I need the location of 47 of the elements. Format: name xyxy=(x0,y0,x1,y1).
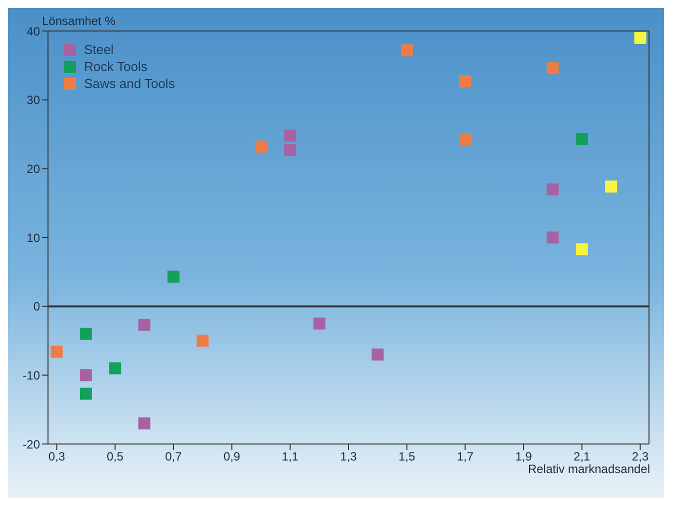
point xyxy=(372,348,384,361)
x-tick-label: 1,9 xyxy=(515,450,532,464)
y-axis-title: Lönsamhet % xyxy=(42,14,116,28)
x-tick-label: 1,5 xyxy=(398,450,416,464)
point xyxy=(459,133,472,146)
point xyxy=(576,133,588,146)
y-tick-label: 10 xyxy=(26,230,40,245)
x-axis-title: Relativ marknadsandel xyxy=(528,462,650,476)
point xyxy=(313,318,326,330)
point xyxy=(634,32,646,44)
point xyxy=(167,270,180,283)
legend-label: Rock Tools xyxy=(84,59,148,74)
y-tick-label: 30 xyxy=(26,93,40,108)
y-tick-label: 0 xyxy=(33,300,40,314)
x-tick-label: 2,3 xyxy=(632,450,649,464)
point xyxy=(459,75,472,88)
y-tick-label: 20 xyxy=(26,162,40,176)
x-tick-label: 2,1 xyxy=(574,450,591,464)
point xyxy=(576,243,588,256)
x-tick-label: 0,5 xyxy=(106,450,124,464)
point xyxy=(196,334,209,347)
point xyxy=(80,369,92,382)
point xyxy=(254,140,267,153)
x-tick-label: 0,7 xyxy=(165,450,182,464)
y-tick-label: 40 xyxy=(26,24,40,38)
point xyxy=(50,346,63,358)
point xyxy=(546,183,559,196)
x-tick-label: 1,1 xyxy=(282,450,299,464)
point xyxy=(284,144,296,156)
point xyxy=(138,417,150,430)
point xyxy=(284,130,296,142)
legend-label: Steel xyxy=(84,42,114,57)
x-tick-label: 1,7 xyxy=(456,450,474,464)
point xyxy=(138,318,150,331)
y-tick-label: -20 xyxy=(22,437,40,452)
legend-label: Saws and Tools xyxy=(84,76,175,91)
point xyxy=(80,328,92,340)
point xyxy=(109,362,122,374)
y-tick-label: -10 xyxy=(22,368,40,382)
point xyxy=(400,44,413,56)
point xyxy=(80,388,92,400)
x-tick-label: 1,3 xyxy=(340,450,358,464)
x-tick-label: 0,3 xyxy=(48,450,66,464)
point xyxy=(546,62,559,74)
point xyxy=(605,180,618,193)
x-tick-label: 0,9 xyxy=(223,450,240,464)
point xyxy=(546,232,559,244)
